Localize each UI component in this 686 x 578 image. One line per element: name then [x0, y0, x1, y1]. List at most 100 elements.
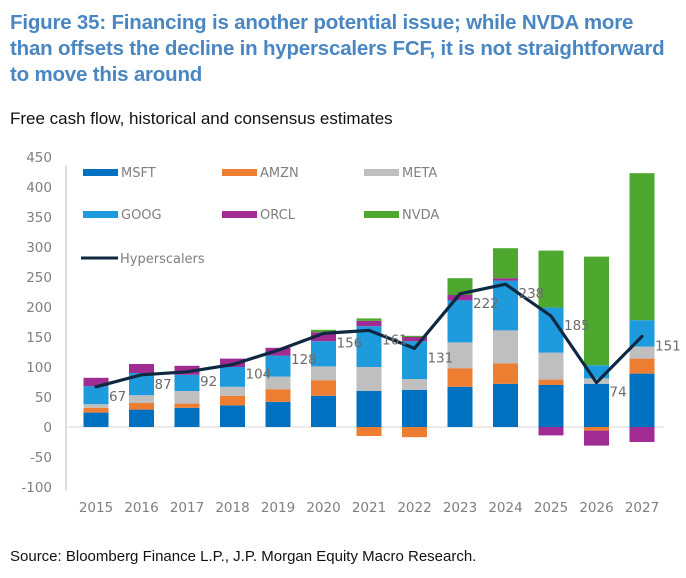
bar-meta-2015	[83, 404, 109, 408]
bar-meta-2025	[538, 352, 564, 380]
bar-amzn-2019	[265, 389, 291, 402]
hyperscalers-data-label: 161	[382, 332, 408, 348]
bar-meta-2019	[265, 376, 291, 390]
legend-label-msft: MSFT	[121, 166, 156, 181]
x-tick-label: 2021	[352, 500, 386, 516]
bar-orcl-2022	[402, 337, 427, 342]
bar-orcl-2024	[493, 278, 518, 281]
legend-swatch-orcl	[222, 211, 257, 218]
y-tick-label: 100	[26, 360, 52, 376]
legend-swatch-goog	[83, 211, 118, 218]
chart-subtitle: Free cash flow, historical and consensus…	[10, 109, 393, 128]
x-tick-label: 2022	[397, 500, 431, 516]
y-tick-label: -100	[21, 480, 52, 496]
bar-orcl-2016	[129, 364, 154, 373]
bar-meta-2020	[311, 366, 336, 381]
bar-meta-2023	[447, 342, 473, 369]
hyperscalers-data-label: 131	[428, 350, 454, 366]
x-tick-label: 2025	[534, 500, 568, 516]
bar-goog-2016	[129, 373, 154, 396]
bar-meta-2021	[356, 367, 382, 391]
bar-msft-2026	[584, 383, 609, 427]
bar-msft-2017	[174, 407, 200, 427]
data-labels: 67 87 92 104 128 156 161 131 222 238 185 74 151	[109, 286, 681, 405]
bar-amzn-2023	[447, 368, 473, 387]
bar-msft-2018	[220, 405, 245, 427]
y-tick-label: 150	[26, 330, 52, 346]
bar-meta-2022	[402, 379, 427, 390]
bar-meta-2024	[493, 330, 518, 364]
hyperscalers-data-label: 92	[200, 374, 217, 390]
y-tick-label: -50	[30, 450, 52, 466]
x-tick-label: 2026	[579, 500, 613, 516]
hyperscalers-data-label: 156	[337, 335, 363, 351]
hyperscalers-line	[94, 282, 644, 389]
bar-meta-2018	[220, 386, 245, 396]
x-tick-label: 2019	[261, 500, 295, 516]
legend-label-hyperscalers: Hyperscalers	[120, 252, 205, 267]
bar-amzn-2021	[356, 427, 382, 436]
legend-label-nvda: NVDA	[402, 208, 439, 223]
hyperscalers-data-label: 128	[291, 352, 317, 368]
legend-swatch-meta	[364, 169, 399, 176]
legend-label-amzn: AMZN	[260, 166, 299, 181]
bar-amzn-2017	[174, 403, 200, 408]
fcf-chart: -100 -50 0 50 100 150 200 250 300 350 400 450 2015 20…	[21, 150, 681, 516]
bar-orcl-2018	[220, 358, 245, 367]
bar-orcl-2015	[83, 377, 109, 387]
x-tick-label: 2020	[306, 500, 340, 516]
bar-amzn-2015	[83, 407, 109, 413]
hyperscalers-data-label: 151	[655, 338, 681, 354]
legend: MSFT AMZN META GOOG ORCL NVDA Hyperscalers	[81, 166, 439, 267]
bar-msft-2021	[356, 391, 382, 427]
bar-nvda-2023	[447, 278, 473, 295]
y-tick-label: 250	[26, 270, 52, 286]
hyperscalers-data-label: 104	[246, 367, 272, 383]
bar-amzn-2016	[129, 403, 154, 410]
hyperscalers-data-label: 67	[109, 389, 126, 405]
bar-goog-2017	[174, 374, 200, 391]
bar-nvda-2026	[584, 256, 609, 366]
bar-msft-2015	[83, 412, 109, 427]
bar-goog-2018	[220, 367, 245, 387]
bar-meta-2016	[129, 395, 154, 403]
hyperscalers-data-label: 238	[519, 286, 545, 302]
bar-nvda-2027	[629, 173, 655, 321]
bar-amzn-2024	[493, 363, 518, 384]
x-tick-label: 2018	[215, 500, 249, 516]
hyperscalers-data-label: 74	[610, 385, 627, 401]
axes: -100 -50 0 50 100 150 200 250 300 350 400 450 2015 20…	[21, 150, 664, 516]
legend-swatch-msft	[83, 169, 118, 176]
bar-goog-2015	[83, 386, 109, 405]
legend-swatch-nvda	[364, 211, 399, 218]
bar-nvda-2022	[402, 335, 427, 337]
legend-label-orcl: ORCL	[260, 208, 296, 223]
bar-msft-2019	[265, 401, 291, 427]
bar-amzn-2018	[220, 395, 245, 406]
y-tick-label: 50	[35, 390, 52, 406]
y-tick-label: 200	[26, 300, 52, 316]
bar-nvda-2024	[493, 248, 518, 279]
bar-msft-2023	[447, 386, 473, 427]
bar-nvda-2021	[356, 318, 382, 321]
hyperscalers-data-label: 185	[564, 318, 590, 334]
bar-orcl-2027	[629, 427, 655, 442]
x-tick-label: 2017	[170, 500, 204, 516]
x-tick-label: 2023	[443, 500, 477, 516]
y-tick-label: 350	[26, 210, 52, 226]
bar-msft-2027	[629, 373, 655, 427]
bar-msft-2016	[129, 409, 154, 427]
bar-orcl-2025	[538, 427, 564, 436]
bar-amzn-2027	[629, 358, 655, 374]
bar-orcl-2023	[447, 295, 473, 301]
source-note: Source: Bloomberg Finance L.P., J.P. Mor…	[10, 548, 477, 565]
bar-goog-2027	[629, 320, 655, 347]
y-tick-label: 400	[26, 180, 52, 196]
bar-amzn-2025	[538, 379, 564, 385]
bar-goog-2023	[447, 300, 473, 343]
hyperscalers-line-path	[94, 282, 644, 389]
bar-orcl-2026	[584, 430, 609, 446]
legend-swatch-amzn	[222, 169, 257, 176]
bar-msft-2020	[311, 395, 336, 427]
bar-msft-2024	[493, 383, 518, 427]
